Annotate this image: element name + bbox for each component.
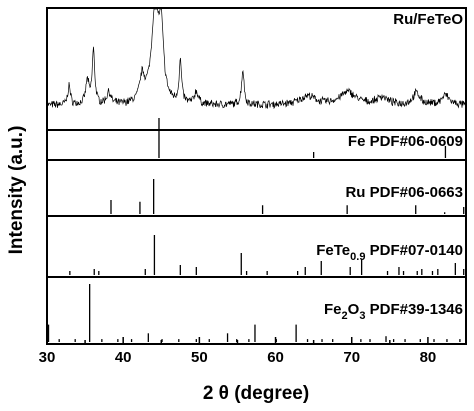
x-tick-label-70: 70: [343, 349, 360, 366]
y-axis-label: Intensity (a.u.): [6, 126, 27, 255]
pattern-panel: [46, 8, 467, 110]
reference-label-fete-subscript: 0.9: [350, 251, 365, 263]
reference-label-fete-pdf: PDF#07-0140: [365, 242, 463, 259]
reference-panels: [47, 118, 465, 342]
reference-label-fete-formula: FeTe: [316, 242, 350, 259]
reference-label-fe2o3: Fe2O3 PDF#39-1346: [324, 301, 463, 322]
plot-frame: [46, 7, 467, 345]
x-tick-label-50: 50: [191, 349, 208, 366]
reference-label-fe2o3-fe: Fe: [324, 301, 342, 318]
x-tick-label-80: 80: [420, 349, 437, 366]
x-axis-label: 2 θ (degree): [203, 383, 309, 404]
pattern-line: [46, 8, 467, 110]
reference-label-fe2o3-sub-fe: 2: [342, 310, 348, 322]
reference-label-fe2o3-pdf: PDF#39-1346: [365, 301, 463, 318]
x-tick-label-60: 60: [267, 349, 284, 366]
reference-label-ru: Ru PDF#06-0663: [345, 184, 463, 201]
reference-label-fe: Fe PDF#06-0609: [348, 133, 463, 150]
x-tick-label-40: 40: [115, 349, 132, 366]
reference-label-fe2o3-sub-o: 3: [359, 310, 365, 322]
reference-label-fe2o3-o: O: [348, 301, 360, 318]
x-axis: 30 40 50 60 70 80: [39, 7, 467, 366]
reference-label-fete: FeTe0.9 PDF#07-0140: [316, 242, 463, 263]
x-tick-label-30: 30: [39, 349, 56, 366]
pattern-label: Ru/FeTeO: [393, 11, 463, 28]
